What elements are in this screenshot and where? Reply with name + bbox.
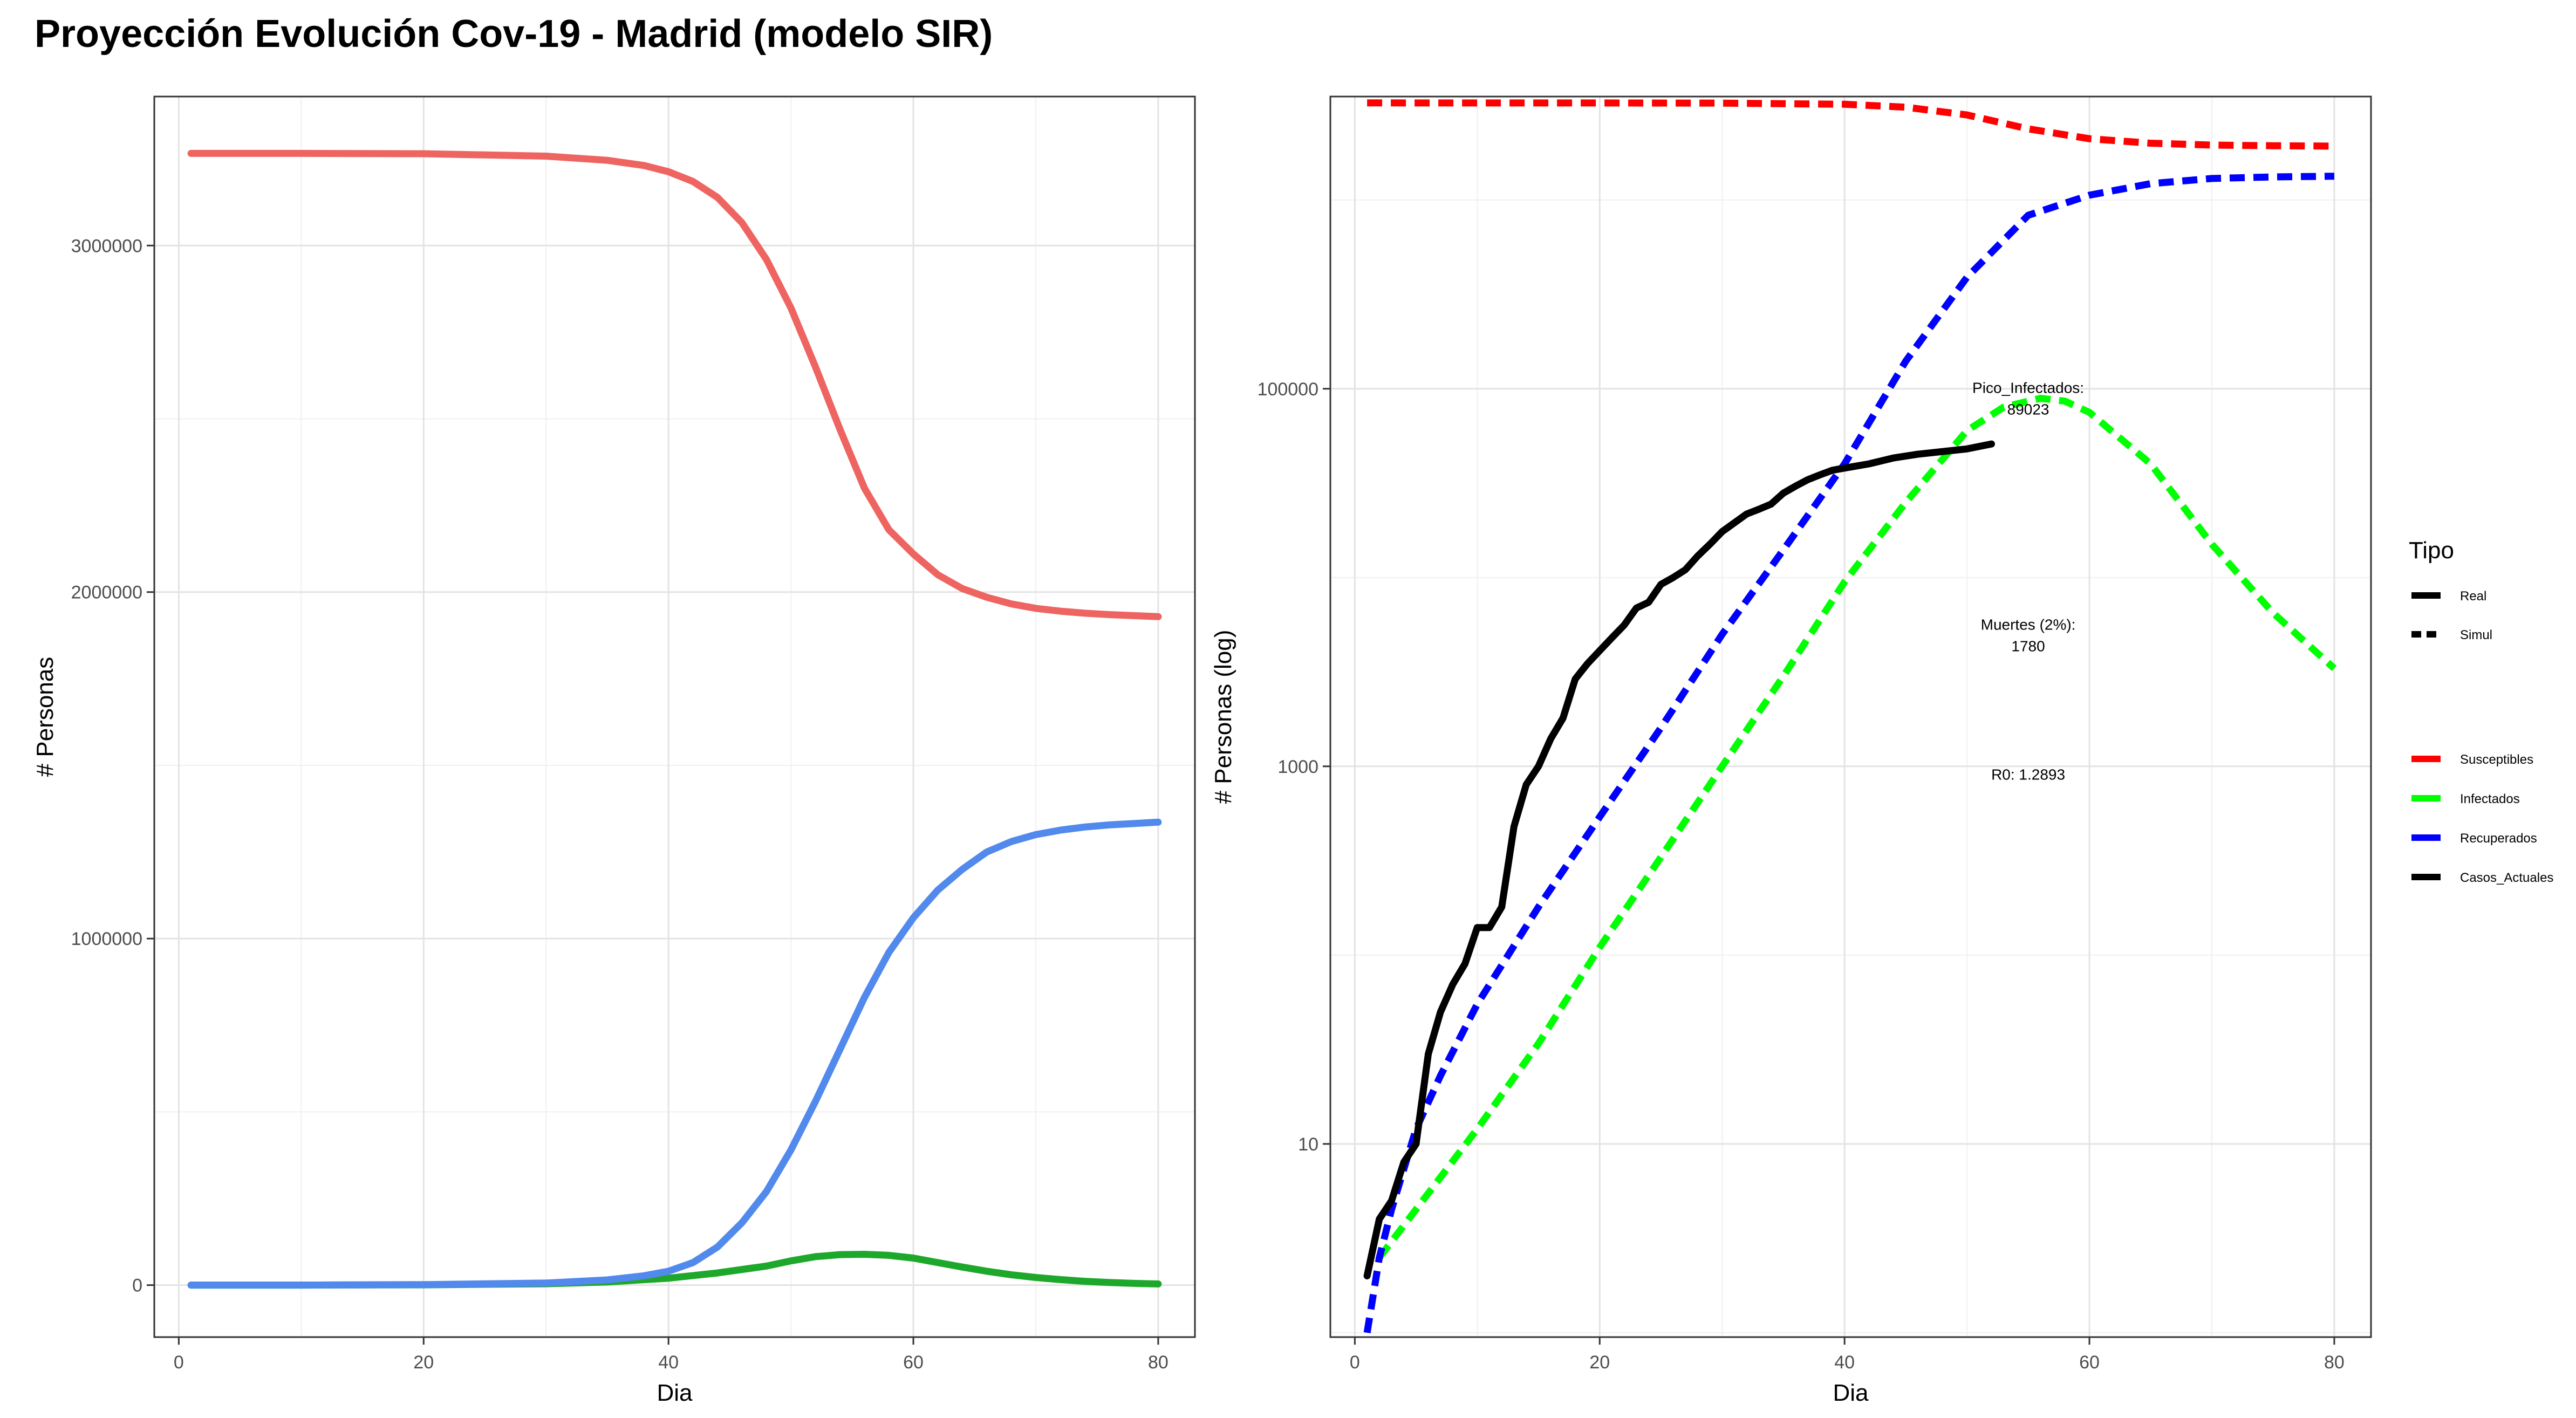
x-tick-label: 80 [1148,1352,1169,1373]
x-tick-label: 80 [2324,1352,2345,1373]
x-tick-label: 60 [903,1352,924,1373]
x-tick-label: 0 [174,1352,184,1373]
series-line-susceptibles [1367,99,2334,150]
plot-background [1330,97,2371,1337]
annotation-text: R0: 1.2893 [1991,766,2065,783]
series-line-casos-actuales [1363,440,1995,1279]
x-tick-label: 40 [658,1352,679,1373]
y-tick-label: 1000 [1277,757,1318,777]
x-axis-title: Dia [1833,1380,1869,1406]
log-chart: 0 20 40 60 80 10 1000 100000 Pico_Infectados: 890… [1210,95,2372,1406]
x-tick-label: 20 [1589,1352,1610,1373]
series-line-1 [187,149,1162,620]
x-tick-label: 60 [2079,1352,2100,1373]
annotation-text: 1780 [2011,638,2045,654]
y-tick-label: 10 [1298,1134,1318,1155]
legend-label-simul: Simul [2460,628,2492,642]
y-tick-label: 100000 [1258,379,1318,400]
series-line-infectados [1376,394,2337,1260]
annotation-text: 89023 [2007,401,2049,418]
y-tick-label: 0 [132,1276,142,1296]
x-tick-label: 40 [1834,1352,1855,1373]
x-tick-label: 20 [413,1352,434,1373]
annotation-text: Pico_Infectados: [1972,380,2084,396]
plot-background [154,97,1195,1337]
x-tick-label: 0 [1350,1352,1360,1373]
y-tick-label: 2000000 [71,583,142,603]
legend-label-real: Real [2460,589,2486,604]
legend-label-infectados: Infectados [2460,792,2520,806]
chart-legend: Tipo Real Simul Susceptibles Infectados Recup… [2409,537,2553,885]
plot-border [1329,95,2372,1338]
linear-chart: 0 20 40 60 80 0 1000000 2000000 3000000 Dia # Pers… [32,95,1196,1406]
y-tick-label: 1000000 [71,929,142,949]
figure-title: Proyección Evolución Cov-19 - Madrid (mo… [35,12,993,56]
y-tick-label: 3000000 [71,236,142,256]
legend-title: Tipo [2409,537,2454,564]
legend-label-recuperados: Recuperados [2460,831,2537,846]
legend-label-casos-actuales: Casos_Actuales [2460,871,2553,885]
plot-border [153,95,1196,1338]
annotation-text: Muertes (2%): [1981,616,2076,633]
y-axis-title: # Personas (log) [1210,630,1236,804]
series-line-3 [187,818,1162,1289]
x-axis-title: Dia [657,1380,693,1406]
y-axis-title: # Personas [32,657,58,777]
legend-label-susceptibles: Susceptibles [2460,752,2533,767]
